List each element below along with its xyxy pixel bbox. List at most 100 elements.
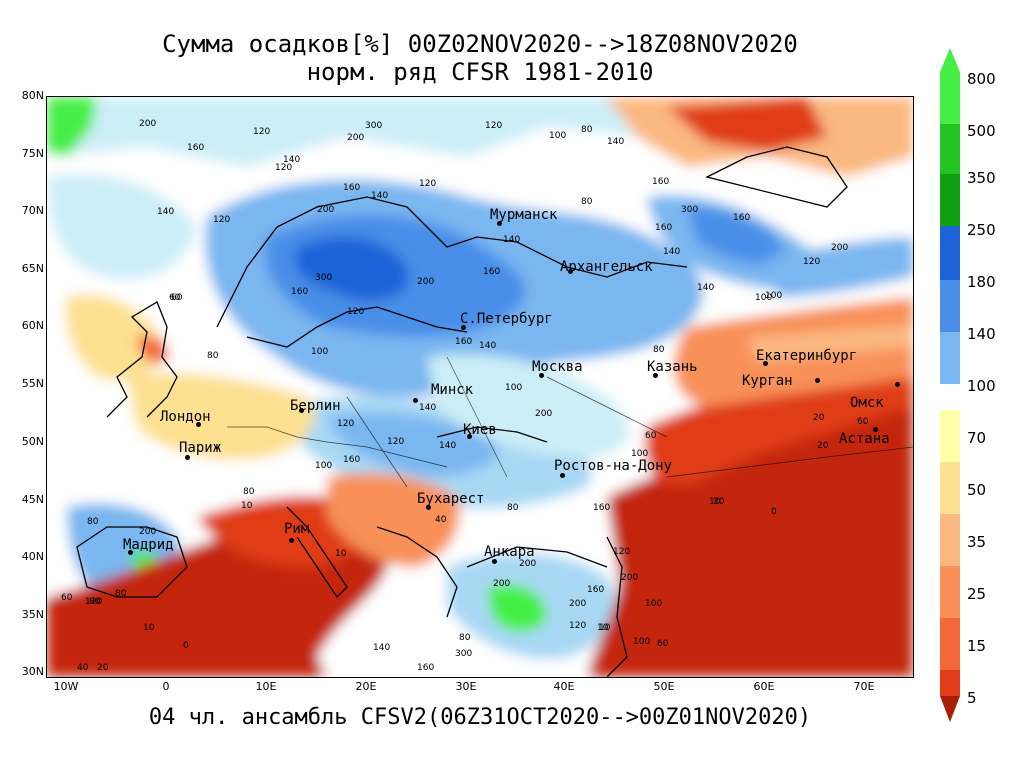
city-dot-kurgan bbox=[815, 378, 820, 383]
precipitation-map: Мурманск Архангельск С.Петербург Москва … bbox=[46, 96, 914, 678]
legend-swatch-12 bbox=[940, 566, 960, 618]
legend-label-35: 35 bbox=[967, 533, 987, 551]
contour-label: 140 bbox=[479, 341, 497, 351]
contour-label: 160 bbox=[483, 267, 501, 277]
contour-label: 200 bbox=[139, 527, 157, 537]
contour-label: 100 bbox=[633, 637, 651, 647]
city-label-murmansk: Мурманск bbox=[490, 207, 558, 223]
city-dot-minsk bbox=[413, 398, 418, 403]
legend-swatch-9 bbox=[940, 410, 960, 462]
legend-arrow-top bbox=[940, 48, 960, 72]
contour-label: 120 bbox=[337, 419, 355, 429]
contour-label: 10 bbox=[143, 623, 155, 633]
contour-label: 200 bbox=[347, 133, 365, 143]
lon-label-20e: 20E bbox=[355, 680, 377, 693]
contour-label: 60 bbox=[61, 593, 73, 603]
contour-label: 60 bbox=[657, 639, 669, 649]
lat-label-45n: 45N bbox=[21, 493, 44, 506]
contour-label: 140 bbox=[419, 403, 437, 413]
contour-label: 60 bbox=[169, 293, 181, 303]
city-label-st-petersburg: С.Петербург bbox=[460, 311, 553, 327]
legend-label-500: 500 bbox=[967, 122, 996, 140]
legend-swatch-4 bbox=[940, 280, 960, 332]
legend-label-70: 70 bbox=[967, 429, 987, 447]
contour-label: 200 bbox=[569, 599, 587, 609]
lon-label-0: 0 bbox=[162, 680, 170, 693]
contour-label: 300 bbox=[315, 273, 333, 283]
city-label-ankara: Анкара bbox=[484, 544, 535, 560]
contour-label: 80 bbox=[653, 345, 665, 355]
contour-label: 100 bbox=[631, 449, 649, 459]
contour-label: 80 bbox=[507, 503, 519, 513]
legend-label-250: 250 bbox=[967, 221, 996, 239]
contour-label: 10 bbox=[709, 497, 721, 507]
contour-label: 20 bbox=[713, 497, 725, 507]
contour-label: 120 bbox=[485, 121, 503, 131]
color-legend: 800 500 350 250 180 140 100 70 50 35 25 … bbox=[940, 44, 1024, 724]
lon-label-60e: 60E bbox=[753, 680, 775, 693]
city-dot-kiev bbox=[467, 434, 472, 439]
legend-arrow-bottom bbox=[940, 696, 960, 722]
contour-label: 120 bbox=[253, 127, 271, 137]
city-label-berlin: Берлин bbox=[290, 398, 341, 414]
contour-label: 140 bbox=[503, 235, 521, 245]
contour-label: 20 bbox=[813, 413, 825, 423]
legend-swatch-10 bbox=[940, 462, 960, 514]
city-dot-omsk bbox=[895, 382, 900, 387]
contour-label: 200 bbox=[417, 277, 435, 287]
contour-label: 40 bbox=[77, 663, 89, 673]
contour-label: 80 bbox=[87, 517, 99, 527]
contour-label: 140 bbox=[697, 283, 715, 293]
city-dot-astana bbox=[873, 427, 878, 432]
legend-label-15: 15 bbox=[967, 637, 987, 655]
map-title-line1: Сумма осадков[%] 00Z02NOV2020-->18Z08NOV… bbox=[162, 30, 798, 58]
city-dot-bucharest bbox=[426, 505, 431, 510]
lat-label-65n: 65N bbox=[21, 262, 44, 275]
contour-label: 80 bbox=[581, 197, 593, 207]
contour-label: 140 bbox=[157, 207, 175, 217]
city-dot-arkhangelsk bbox=[568, 269, 573, 274]
contour-label: 100 bbox=[765, 291, 783, 301]
lat-label-60n: 60N bbox=[21, 319, 44, 332]
city-dot-london bbox=[196, 422, 201, 427]
contour-label: 40 bbox=[435, 515, 447, 525]
lat-label-50n: 50N bbox=[21, 435, 44, 448]
map-field-svg bbox=[47, 97, 913, 677]
contour-label: 10 bbox=[597, 623, 609, 633]
contour-label: 80 bbox=[459, 633, 471, 643]
city-label-arkhangelsk: Архангельск bbox=[560, 259, 653, 275]
city-label-rome: Рим bbox=[284, 521, 310, 537]
contour-label: 160 bbox=[652, 177, 670, 187]
city-dot-madrid bbox=[128, 550, 133, 555]
legend-label-800: 800 bbox=[967, 70, 996, 88]
contour-label: 160 bbox=[343, 183, 361, 193]
legend-swatch-3 bbox=[940, 226, 960, 280]
lat-label-40n: 40N bbox=[21, 550, 44, 563]
lon-label-10w: 10W bbox=[53, 680, 79, 693]
legend-swatch-1 bbox=[940, 124, 960, 174]
contour-label: 200 bbox=[621, 573, 639, 583]
lat-label-30n: 30N bbox=[21, 665, 44, 678]
city-dot-kazan bbox=[653, 373, 658, 378]
contour-label: 200 bbox=[831, 243, 849, 253]
city-dot-rome bbox=[289, 538, 294, 543]
city-label-astana: Астана bbox=[839, 431, 890, 447]
contour-label: 140 bbox=[371, 191, 389, 201]
contour-label: 80 bbox=[581, 125, 593, 135]
contour-label: 160 bbox=[455, 337, 473, 347]
lat-label-35n: 35N bbox=[21, 608, 44, 621]
city-label-minsk: Минск bbox=[431, 382, 474, 398]
map-title-line2: норм. ряд CFSR 1981-2010 bbox=[306, 58, 654, 86]
contour-label: 300 bbox=[681, 205, 699, 215]
lon-label-50e: 50E bbox=[653, 680, 675, 693]
city-dot-yekaterinburg bbox=[763, 361, 768, 366]
legend-swatch-2 bbox=[940, 174, 960, 226]
contour-label: 120 bbox=[387, 437, 405, 447]
contour-label: 200 bbox=[317, 205, 335, 215]
city-dot-rostov bbox=[560, 473, 565, 478]
contour-label: 140 bbox=[283, 155, 301, 165]
contour-label: 160 bbox=[343, 455, 361, 465]
contour-label: 160 bbox=[417, 663, 435, 673]
contour-label: 120 bbox=[85, 597, 103, 607]
city-label-kiev: Киев bbox=[463, 422, 497, 438]
